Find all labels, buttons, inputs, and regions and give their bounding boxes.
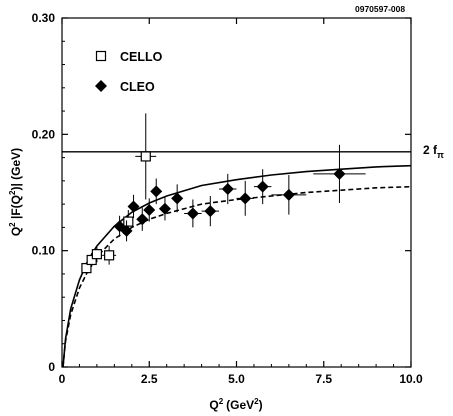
cleo-marker [282,188,295,201]
cleo-marker [239,192,252,205]
cleo-data-point [171,184,184,213]
cello-marker [81,263,92,274]
y-tick-label: 0 [48,360,55,374]
legend: CELLO CLEO [95,50,163,94]
cleo-marker [333,167,346,180]
y-tick-label: 0.30 [32,11,56,25]
x-tick-label: 5.0 [228,372,245,386]
figure-id-label: 0970597-008 [355,4,405,14]
cleo-data-point [158,197,171,221]
cleo-marker [127,200,140,213]
cleo-data-point [150,178,163,205]
cleo-data-point [313,144,366,203]
cleo-marker [171,192,184,205]
x-tick-label: 7.5 [315,372,332,386]
cleo-marker [143,203,156,216]
cleo-data-point [271,175,307,215]
plot-frame [61,17,412,368]
cleo-data-point [136,207,149,231]
cleo-data-point [184,199,202,228]
cleo-data-point [201,195,220,227]
legend-label: CLEO [120,80,155,94]
cleo-data-point [120,220,133,242]
cello-data-point [86,252,97,267]
cello-marker [104,250,115,261]
cello-marker [140,151,151,162]
cello-data-point [91,246,103,263]
cleo-data-point [219,173,237,205]
cleo-marker [136,213,149,226]
cleo-marker [158,202,171,215]
cleo-data-point [236,180,254,216]
cleo-marker [256,180,269,193]
y-axis-title: Q2 |F(Q2)| (GeV) [8,148,23,236]
cleo-legend-marker [95,80,107,92]
cleo-data-point [253,169,272,205]
x-tick-label: 0 [59,372,66,386]
cleo-data-point [127,194,140,219]
cello-marker [91,249,103,260]
cello-data-point [135,113,157,200]
data-points [81,113,366,274]
model-curves [62,164,412,368]
axis-ticks: 0 2.5 5.0 7.5 10.0 0 0.10 0.20 0.30 [32,11,423,386]
cello-legend-marker [95,50,107,62]
cleo-marker [221,183,234,196]
cello-marker [86,254,97,266]
dashed-model-curve [62,185,412,368]
reference-line-label: 2 fπ [423,143,444,160]
cleo-marker [204,205,217,218]
cleo-marker [186,207,199,220]
cleo-marker [120,224,133,237]
cleo-marker [150,185,163,198]
y-tick-label: 0.10 [32,244,56,258]
solid-model-curve [62,164,412,368]
cleo-data-point [143,198,156,222]
cello-data-point [81,262,92,274]
x-tick-label: 2.5 [141,372,158,386]
cello-marker [123,216,134,227]
reference-line-group: 2 fπ [62,143,444,160]
y-tick-label: 0.20 [32,127,56,141]
x-tick-label: 10.0 [399,372,423,386]
x-axis-title: Q2 (GeV2) [209,397,262,412]
cello-data-point [102,246,117,265]
legend-label: CELLO [120,50,163,64]
